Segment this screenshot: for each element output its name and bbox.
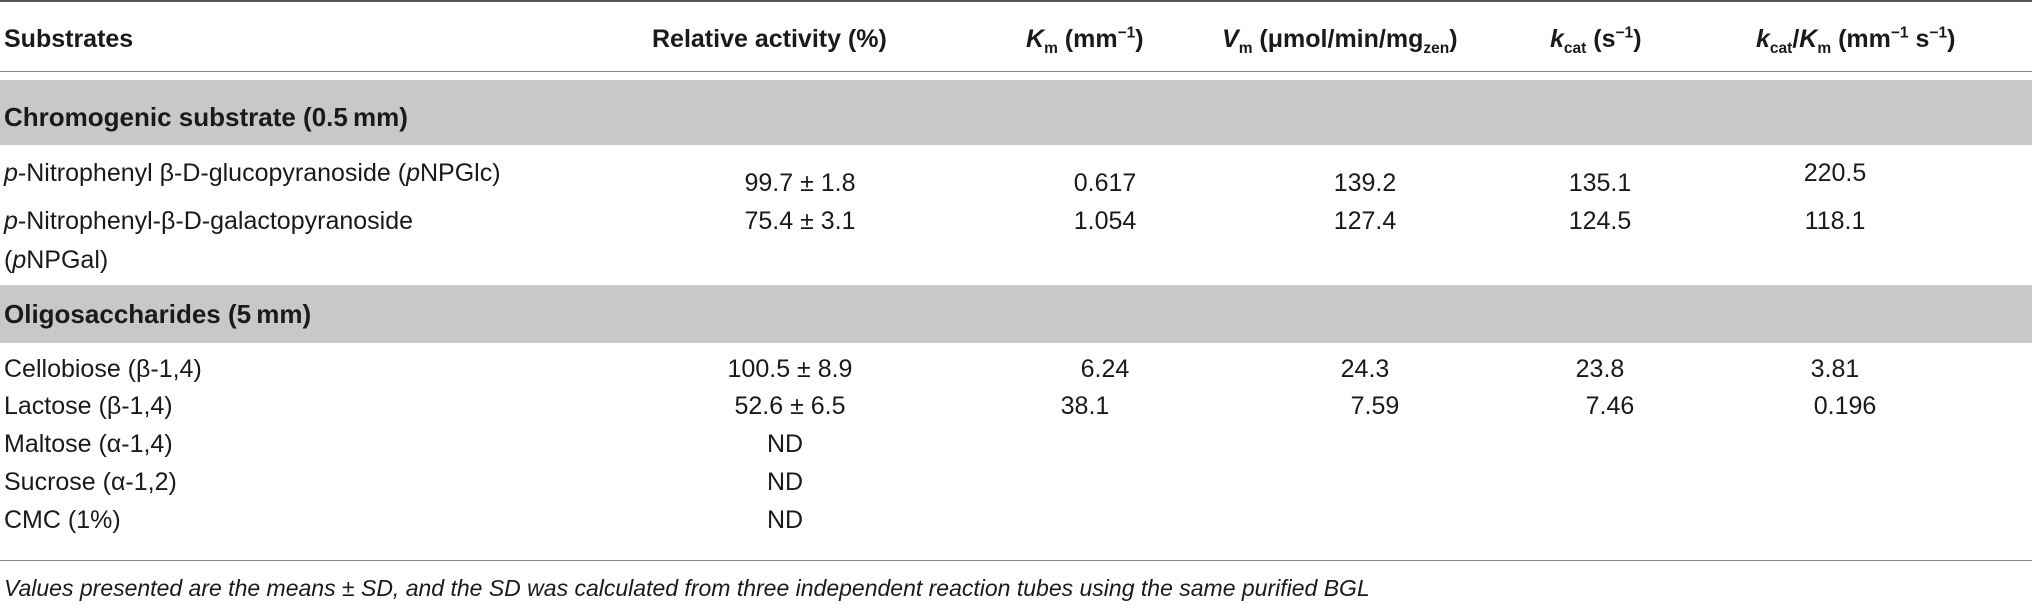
cell-kcat-km: 220.5 xyxy=(1803,159,1867,187)
row-substrate-pnpgal: p-Nitrophenyl-β-D-galactopyranoside xyxy=(4,206,413,236)
header-rule xyxy=(0,71,2032,72)
top-rule xyxy=(0,0,2032,2)
ratio-mid: s xyxy=(1908,25,1930,53)
section-title-oligosaccharides: Oligosaccharides (5 mm) xyxy=(4,299,312,329)
kcat-superscript: −1 xyxy=(1615,24,1634,42)
cell-activity: ND xyxy=(766,506,804,534)
kcat-unit: (s xyxy=(1586,25,1616,53)
kcat-close: ) xyxy=(1633,25,1642,53)
row-substrate-cmc: CMC (1%) xyxy=(4,506,121,534)
section-band-oligosaccharides xyxy=(0,285,2032,343)
cell-km: 0.617 xyxy=(1073,169,1137,197)
substrate-name: -Nitrophenyl β-D-glucopyranoside ( xyxy=(17,159,407,187)
row-substrate-cellobiose: Cellobiose (β-1,4) xyxy=(4,355,202,383)
km-subscript: m xyxy=(1044,40,1058,57)
ratio-close: ) xyxy=(1947,25,1956,53)
col-header-kcat-km: kcat/Km (mm−1 s−1) xyxy=(1756,24,1956,57)
paren-open: ( xyxy=(4,246,13,274)
p-italic-abbrev: p xyxy=(406,159,420,187)
row-substrate-maltose: Maltose (α-1,4) xyxy=(4,430,173,458)
substrate-abbrev: NPGlc) xyxy=(419,159,501,187)
ratio-unit: (mm xyxy=(1831,25,1891,53)
substrate-abbrev: NPGal) xyxy=(26,246,109,274)
vm-symbol: V xyxy=(1222,25,1239,53)
vm-unit: (μmol/min/mg xyxy=(1252,25,1424,53)
kcat-subscript: cat xyxy=(1563,40,1587,57)
ratio-subscript-m: m xyxy=(1817,40,1832,57)
cell-activity: ND xyxy=(766,468,804,496)
cell-km: 6.24 xyxy=(1080,355,1130,383)
col-header-relative-activity: Relative activity (%) xyxy=(652,25,887,53)
cell-km: 38.1 xyxy=(1060,392,1110,420)
vm-close: ) xyxy=(1449,25,1458,53)
cell-kcat: 23.8 xyxy=(1575,355,1625,383)
col-header-vm: Vm (μmol/min/mgzen) xyxy=(1222,24,1458,57)
p-italic-abbrev: p xyxy=(12,246,27,274)
cell-kcat-km: 0.196 xyxy=(1813,392,1877,420)
ratio-subscript-cat: cat xyxy=(1769,40,1793,57)
cell-activity: 52.6 ± 6.5 xyxy=(734,392,846,420)
cell-km: 1.054 xyxy=(1073,207,1137,235)
ratio-slash: / xyxy=(1792,25,1800,53)
cell-activity: 75.4 ± 3.1 xyxy=(744,207,856,235)
section-band-chromogenic xyxy=(0,80,2032,145)
vm-unit-subscript: zen xyxy=(1423,40,1450,57)
col-header-km: Km (mm−1) xyxy=(1026,24,1144,57)
p-italic: p xyxy=(4,159,18,187)
ratio-symbol-K: K xyxy=(1799,25,1818,53)
ratio-superscript-2: −1 xyxy=(1929,24,1948,42)
row-substrate-pnpgal-line2: (pNPGal) xyxy=(4,245,108,275)
cell-activity: 99.7 ± 1.8 xyxy=(744,169,856,197)
km-superscript: −1 xyxy=(1117,24,1136,42)
col-header-kcat: kcat (s−1) xyxy=(1550,24,1642,57)
km-symbol: K xyxy=(1026,25,1045,53)
cell-activity: ND xyxy=(766,430,804,458)
km-close: ) xyxy=(1135,25,1144,53)
ratio-symbol-k: k xyxy=(1756,25,1770,53)
bottom-rule xyxy=(0,560,2032,561)
cell-vm: 139.2 xyxy=(1333,169,1397,197)
cell-kcat-km: 118.1 xyxy=(1804,207,1866,235)
vm-subscript: m xyxy=(1238,40,1253,57)
row-substrate-lactose: Lactose (β-1,4) xyxy=(4,392,173,420)
ratio-superscript-1: −1 xyxy=(1890,24,1909,42)
cell-kcat-km: 3.81 xyxy=(1810,355,1860,383)
cell-kcat: 135.1 xyxy=(1568,169,1632,197)
col-header-substrates: Substrates xyxy=(4,25,134,53)
kcat-symbol: k xyxy=(1550,25,1564,53)
cell-vm: 7.59 xyxy=(1350,392,1400,420)
table-footnote: Values presented are the means ± SD, and… xyxy=(4,575,1370,601)
row-substrate-pnpglc: p-Nitrophenyl β-D-glucopyranoside (pNPGl… xyxy=(4,158,501,188)
cell-activity: 100.5 ± 8.9 xyxy=(727,355,853,383)
cell-vm: 127.4 xyxy=(1333,207,1397,235)
section-title-chromogenic: Chromogenic substrate (0.5 mm) xyxy=(4,102,408,132)
row-substrate-sucrose: Sucrose (α-1,2) xyxy=(4,468,177,496)
cell-vm: 24.3 xyxy=(1340,355,1390,383)
cell-kcat: 124.5 xyxy=(1568,207,1632,235)
p-italic: p xyxy=(4,207,18,235)
km-unit: (mm xyxy=(1057,25,1118,53)
substrate-name: -Nitrophenyl-β-D-galactopyranoside xyxy=(17,207,414,235)
cell-kcat: 7.46 xyxy=(1585,392,1635,420)
